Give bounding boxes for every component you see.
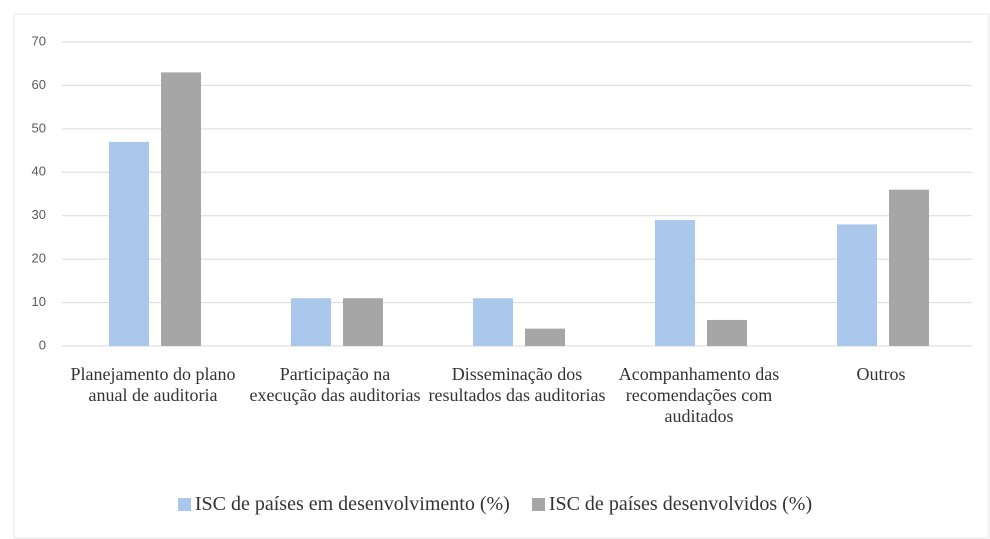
y-tick-label: 0: [39, 337, 46, 352]
legend-label: ISC de países desenvolvidos (%): [548, 493, 813, 515]
y-tick-label: 30: [32, 207, 46, 222]
y-tick-label: 10: [32, 294, 46, 309]
bar: [473, 298, 513, 346]
chart-border: [13, 13, 990, 539]
y-tick-label: 50: [32, 120, 46, 135]
y-tick-label: 20: [32, 251, 46, 266]
bar: [343, 298, 383, 346]
y-tick-label: 60: [32, 77, 46, 92]
x-tick-label: Participação na execução das auditorias: [249, 364, 421, 405]
bar: [889, 189, 929, 346]
legend: ISC de países em desenvolvimento (%) ISC …: [0, 493, 990, 516]
x-tick-label: Outros: [856, 364, 906, 384]
x-tick-label: Planejamento do plano anual de auditoria: [70, 364, 236, 405]
bar: [655, 220, 695, 346]
bar: [109, 141, 149, 346]
x-tick-label: Disseminação dos resultados das auditori…: [428, 364, 606, 405]
legend-item: ISC de países desenvolvidos (%): [531, 493, 813, 516]
legend-swatch: [177, 498, 191, 511]
legend-swatch: [531, 498, 545, 511]
y-tick-label: 40: [32, 164, 46, 179]
bar: [161, 72, 201, 347]
legend-label: ISC de países em desenvolvimento (%): [194, 493, 510, 515]
bar: [525, 328, 565, 346]
x-tick-label: Acompanhamento das recomendações com aud…: [618, 364, 780, 426]
legend-item: ISC de países em desenvolvimento (%): [177, 493, 510, 516]
bar: [837, 224, 877, 346]
bar: [707, 319, 747, 346]
bar: [291, 298, 331, 346]
y-tick-label: 70: [32, 33, 46, 48]
